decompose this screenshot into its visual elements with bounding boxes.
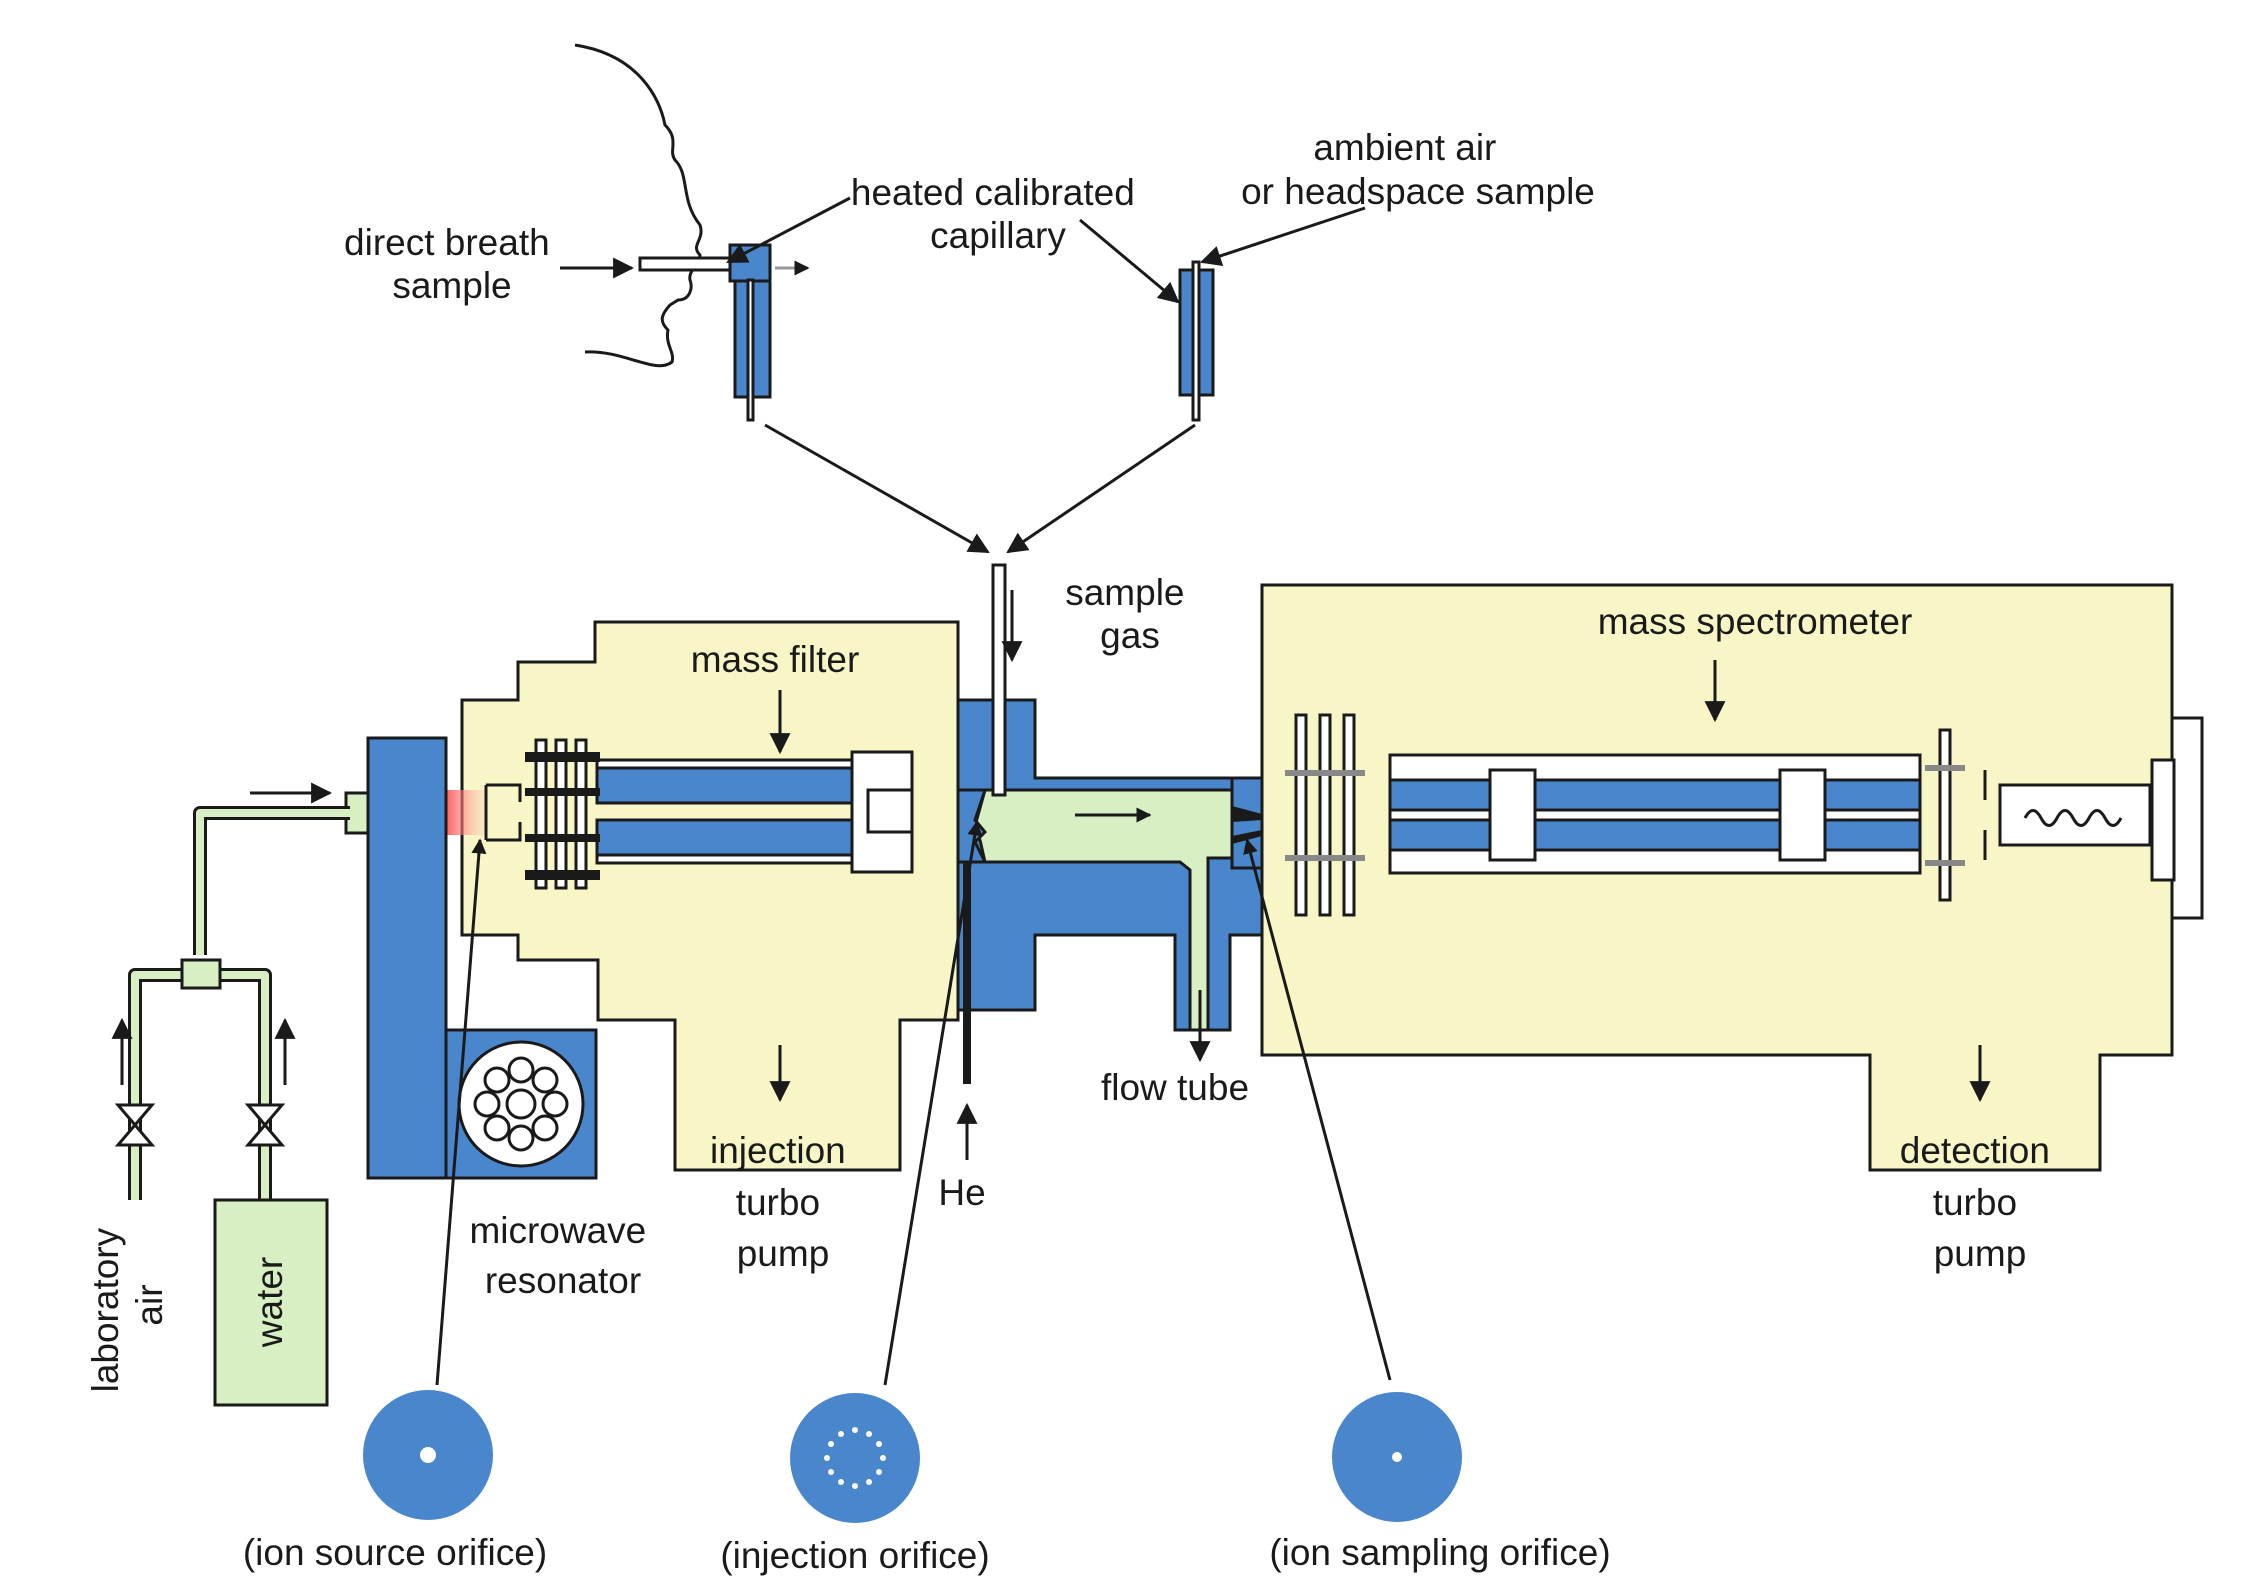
valve-icon (244, 1103, 286, 1147)
ion-sampling-cone-top (1232, 806, 1262, 822)
ion-source (446, 783, 522, 842)
ion-source-orifice-leader (435, 838, 487, 1386)
breath-capillary-core (746, 278, 755, 422)
ambient-capillary-core (1191, 260, 1201, 422)
ms-lens-plate (1342, 713, 1356, 917)
lens-rod (525, 752, 600, 762)
ion-sampling-cone-bottom (1232, 830, 1262, 844)
lens-plate (534, 738, 548, 890)
ms-quadrupole (1388, 728, 1965, 902)
valve-icon (114, 1103, 156, 1147)
supply-pipe-main-fill (196, 809, 350, 955)
label-mass-filter: mass filter (691, 639, 860, 680)
label-water: water (249, 1257, 290, 1348)
mass-filter-quadrupole (595, 750, 914, 874)
tee-junction (180, 958, 222, 990)
label-sample-gas: sample gas (1065, 572, 1195, 656)
flow-tube-upstream-wall (956, 698, 1264, 1032)
detector-flange (2150, 758, 2176, 882)
label-heated-calibrated-capillary: heated calibrated capillary (851, 172, 1145, 256)
orifice-hole (1392, 1452, 1402, 1462)
label-ion-sampling-orifice: (ion sampling orifice) (1269, 1532, 1610, 1573)
quadrupole-end-slot (866, 788, 914, 834)
lens-plate (554, 738, 568, 890)
label-flow-tube: flow tube (1101, 1067, 1249, 1108)
he-inlet-tube (963, 862, 971, 1084)
ms-quad-spacer (1778, 768, 1827, 862)
ion-sampling-orifice-disk (1332, 1392, 1462, 1522)
quadrupole-rod-bottom (595, 818, 854, 860)
quadrupole-rod-top (595, 763, 854, 805)
ambient-capillary-group (1178, 260, 1215, 422)
label-direct-breath-sample: direct breath sample (344, 222, 560, 306)
orifice-ring-holes (824, 1427, 886, 1489)
ion-sampling-plate (1230, 776, 1264, 870)
label-ion-source-orifice: (ion source orifice) (243, 1532, 547, 1573)
lens-rod (525, 834, 600, 842)
ms-lens-rod (1285, 855, 1365, 861)
orifice-disk (790, 1393, 920, 1523)
quadrupole-rod-bottom-outline (595, 853, 854, 865)
plasma-glow (446, 790, 486, 835)
supply-pipe-branches (128, 968, 272, 1200)
detector-body (1998, 783, 2152, 847)
breath-to-inlet-line (764, 423, 990, 554)
ms-lens-plate (1294, 713, 1308, 917)
supply-pipe-branches-fill (131, 971, 269, 1200)
ambient-to-inlet-line (1006, 423, 1196, 554)
ms-lens-plate (1318, 713, 1332, 917)
ion-lens-stack (525, 738, 600, 890)
ms-quad-rod-bottom (1388, 818, 1922, 852)
water-reservoir (213, 1198, 329, 1407)
supply-pipe-main (193, 806, 350, 955)
injection-orifice-leader (883, 820, 983, 1386)
ms-quad-exit-rod (1925, 765, 1965, 771)
label-injection-turbo-pump: injection turbo pump (710, 1130, 856, 1274)
ms-quad-exit-plate (1938, 728, 1952, 902)
label-ambient-air: ambient air or headspace sample (1241, 127, 1595, 212)
detector (1983, 770, 2152, 860)
label-he: He (938, 1172, 985, 1213)
ms-quad-rod-top (1388, 778, 1922, 812)
mass-spectrometer-chamber (1260, 583, 2174, 1172)
detector-coil (2023, 809, 2123, 827)
lens-rod (525, 870, 600, 880)
microwave-resonator-column (366, 736, 448, 1180)
capillary-label-leader-left (726, 196, 851, 264)
ms-quad-exit-rod (1925, 860, 1965, 866)
ambient-label-leader (1200, 206, 1366, 267)
lens-plate (574, 738, 588, 890)
label-injection-orifice: (injection orifice) (720, 1535, 989, 1576)
orifice-hole (420, 1447, 436, 1463)
ms-quad-frame (1388, 753, 1922, 875)
label-microwave-resonator: microwave resonator (469, 1210, 656, 1301)
label-mass-spectrometer: mass spectrometer (1598, 601, 1913, 642)
microwave-resonator-box (444, 1028, 598, 1180)
detector-housing (2170, 716, 2204, 920)
breath-sampling-group (560, 43, 810, 422)
ms-entrance-lenses (1285, 713, 1365, 917)
ion-sampling-orifice-leader (1243, 838, 1392, 1381)
sample-gas-inlet-tube (991, 563, 1007, 797)
ms-quad-spacer (1488, 768, 1537, 862)
ion-source-orifice-holder (486, 783, 522, 842)
label-laboratory-air: laboratory air (85, 1218, 170, 1393)
injection-orifice-disk (790, 1393, 920, 1523)
microwave-cavity-circle (457, 1040, 585, 1168)
ion-source-orifice-disk (363, 1390, 493, 1520)
label-detection-turbo-pump: detection turbo pump (1900, 1130, 2060, 1274)
gas-supply-piping (111, 782, 350, 1407)
lens-rod (525, 788, 600, 796)
face-profile (574, 43, 703, 368)
ms-lens-rod (1285, 770, 1365, 776)
microwave-lobes (473, 1056, 569, 1152)
quadrupole-rod-top-outline (595, 758, 854, 770)
capillary-label-leader-right (1079, 218, 1180, 304)
